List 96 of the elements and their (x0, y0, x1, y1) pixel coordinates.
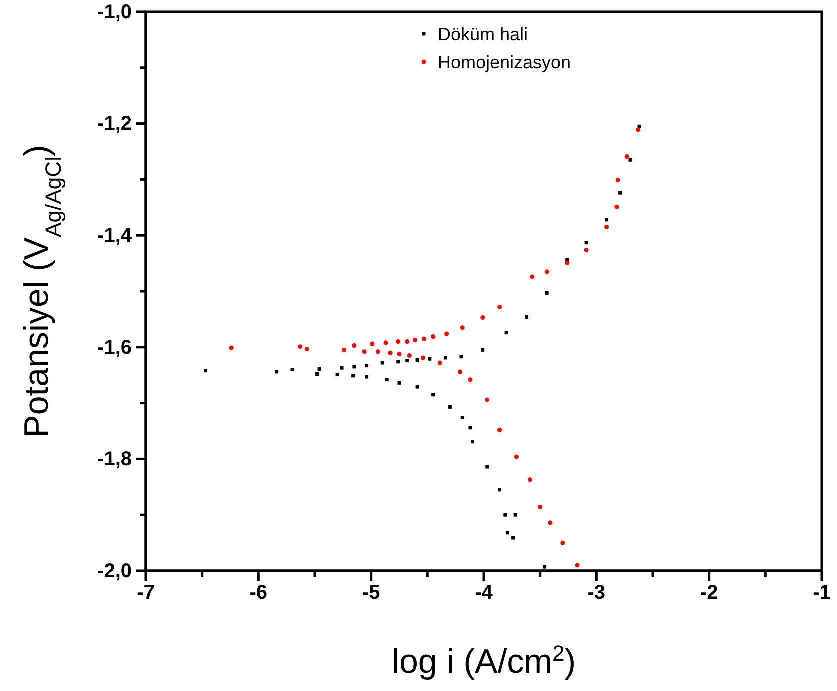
point (458, 370, 463, 374)
point (498, 428, 502, 432)
point (229, 346, 234, 350)
point (584, 241, 588, 245)
point (544, 270, 550, 274)
x-tick-label: -4 (475, 582, 494, 604)
point (460, 355, 464, 359)
x-tick-label: -3 (588, 582, 606, 604)
x-tick-label: -7 (137, 582, 155, 604)
point (444, 356, 448, 360)
point (416, 385, 420, 389)
point (514, 513, 518, 517)
point (548, 520, 553, 526)
point (304, 346, 310, 352)
y-tick-label: -1,6 (98, 336, 132, 359)
point (397, 352, 402, 356)
point (480, 316, 486, 320)
point (460, 326, 465, 330)
point (504, 331, 508, 335)
point (352, 343, 357, 348)
point (336, 373, 340, 377)
y-tick-label: -1,0 (98, 1, 132, 24)
point (471, 440, 474, 444)
point (604, 224, 610, 230)
point (636, 128, 641, 132)
point (485, 398, 490, 402)
point (565, 260, 570, 266)
point (365, 364, 369, 368)
point (498, 304, 502, 310)
point (422, 336, 427, 342)
point (432, 393, 436, 397)
point (416, 358, 420, 362)
point (618, 191, 622, 195)
point (638, 124, 642, 128)
point (545, 291, 549, 295)
point (448, 405, 452, 409)
point (362, 350, 367, 354)
point (396, 340, 401, 344)
point (340, 366, 344, 370)
point (528, 478, 532, 482)
point (352, 374, 356, 378)
point (396, 360, 400, 364)
x-tick-label: -2 (700, 582, 718, 604)
point (514, 454, 519, 460)
point (481, 348, 485, 352)
y-tick-label: -1,4 (98, 225, 133, 247)
point (504, 513, 508, 517)
point (405, 340, 410, 344)
point (616, 178, 620, 183)
point (407, 354, 412, 358)
x-axis-title: log i (A/cm$^{2}$) (392, 640, 576, 681)
x-tick-label: -5 (362, 582, 380, 604)
point (342, 348, 347, 352)
point (406, 359, 410, 363)
point (413, 338, 418, 342)
point (525, 315, 529, 319)
point (388, 350, 393, 356)
point (384, 340, 388, 346)
point (380, 361, 384, 365)
legend-label: Homojenizasyon (438, 52, 572, 72)
point (428, 357, 432, 361)
point (530, 274, 535, 280)
point (512, 536, 516, 540)
point (460, 416, 464, 420)
point (628, 158, 632, 162)
point (370, 342, 375, 346)
x-tick-label: -1 (813, 582, 831, 604)
point (614, 204, 620, 210)
point (543, 565, 547, 569)
point (420, 356, 426, 360)
point (385, 378, 389, 382)
point (444, 332, 450, 336)
point (575, 563, 580, 568)
point (204, 369, 208, 373)
point (560, 540, 566, 546)
point (290, 368, 294, 372)
point (538, 505, 543, 510)
point (431, 334, 436, 340)
point (584, 248, 589, 252)
point (624, 154, 630, 160)
point (498, 488, 502, 492)
y-tick-label: -1,8 (98, 448, 132, 471)
point (468, 378, 473, 382)
point (438, 360, 442, 366)
point (298, 344, 303, 350)
point (486, 465, 490, 469)
legend-label: Döküm hali (438, 24, 528, 44)
point (316, 372, 319, 376)
point (468, 426, 472, 430)
point (605, 218, 609, 222)
point (376, 350, 380, 354)
y-tick-label: -1,2 (98, 113, 132, 136)
x-tick-label: -6 (250, 582, 268, 604)
point (365, 375, 369, 379)
point (352, 365, 356, 369)
y-tick-label: -2,0 (98, 560, 132, 582)
